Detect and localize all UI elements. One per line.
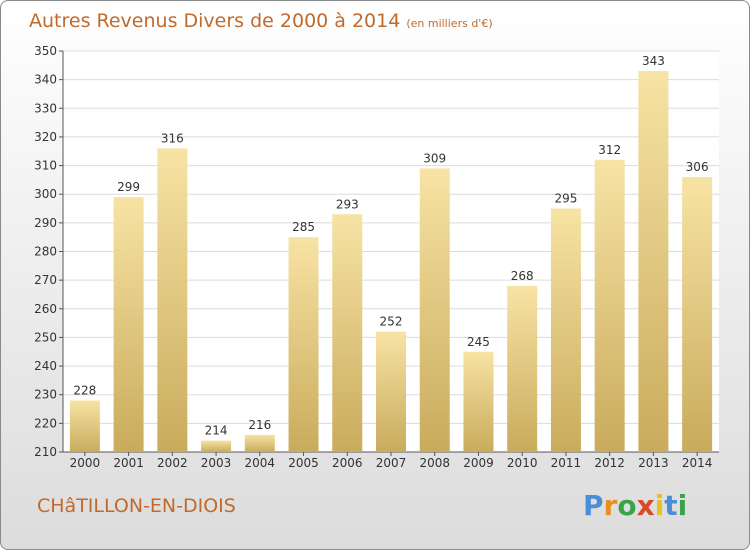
bar: [113, 197, 144, 452]
y-tick-label: 210: [34, 445, 57, 459]
data-label: 268: [511, 269, 534, 283]
data-label: 306: [686, 160, 709, 174]
x-tick-label: 2002: [157, 456, 188, 470]
y-tick-label: 340: [34, 73, 57, 87]
bar: [419, 168, 450, 452]
y-tick-label: 290: [34, 216, 57, 230]
bar: [201, 440, 232, 452]
y-tick-label: 230: [34, 388, 57, 402]
logo-letter: t: [664, 489, 678, 522]
bar: [288, 237, 319, 452]
y-tick-label: 330: [34, 101, 57, 115]
y-tick-label: 240: [34, 359, 57, 373]
x-tick-label: 2011: [551, 456, 582, 470]
logo-letter: i: [654, 489, 665, 522]
y-tick-label: 280: [34, 245, 57, 259]
bar: [244, 434, 275, 452]
data-label: 312: [598, 143, 621, 157]
y-tick-label: 310: [34, 159, 57, 173]
y-tick-label: 270: [34, 273, 57, 287]
bar: [682, 177, 713, 452]
data-label: 228: [73, 383, 96, 397]
logo-letter: o: [617, 489, 637, 522]
chart-title-text: Autres Revenus Divers de 2000 à 2014: [29, 10, 401, 32]
logo-letter: x: [636, 489, 655, 522]
data-label: 343: [642, 54, 665, 68]
y-tick-label: 320: [34, 130, 57, 144]
bar: [638, 71, 669, 453]
x-tick-label: 2000: [70, 456, 101, 470]
x-tick-label: 2006: [332, 456, 363, 470]
logo-letter: i: [677, 489, 688, 522]
chart-title: Autres Revenus Divers de 2000 à 2014 (en …: [29, 10, 493, 32]
bar: [332, 214, 363, 452]
data-label: 245: [467, 335, 490, 349]
data-label: 316: [161, 131, 184, 145]
x-tick-label: 2008: [419, 456, 450, 470]
data-label: 299: [117, 180, 140, 194]
x-tick-label: 2001: [113, 456, 144, 470]
x-tick-label: 2003: [201, 456, 232, 470]
y-tick-label: 350: [34, 44, 57, 58]
data-label: 295: [554, 192, 577, 206]
data-label: 293: [336, 197, 359, 211]
bar: [594, 159, 625, 453]
logo-letter: P: [583, 489, 604, 522]
x-tick-label: 2009: [463, 456, 494, 470]
x-tick-label: 2007: [376, 456, 407, 470]
x-tick-label: 2013: [638, 456, 669, 470]
data-label: 309: [423, 151, 446, 165]
bar: [69, 400, 100, 452]
y-tick-label: 220: [34, 416, 57, 430]
bar: [376, 331, 406, 452]
y-tick-label: 300: [34, 187, 57, 201]
bar: [507, 285, 538, 452]
bar: [157, 148, 188, 452]
data-label: 285: [292, 220, 315, 234]
x-tick-label: 2004: [245, 456, 276, 470]
data-label: 214: [205, 424, 228, 438]
chart-unit: (en milliers d'€): [406, 17, 493, 30]
x-tick-label: 2014: [682, 456, 713, 470]
bar: [550, 208, 581, 452]
data-label: 216: [248, 418, 271, 432]
data-label: 252: [380, 315, 403, 329]
location-name: CHâTILLON-EN-DIOIS: [37, 495, 236, 517]
y-tick-label: 250: [34, 330, 57, 344]
x-tick-label: 2012: [594, 456, 625, 470]
x-tick-label: 2010: [507, 456, 538, 470]
proxiti-logo: Proxiti: [583, 489, 687, 522]
bar: [463, 351, 494, 452]
y-tick-label: 260: [34, 302, 57, 316]
logo-letter: r: [603, 489, 618, 522]
x-tick-label: 2005: [288, 456, 319, 470]
